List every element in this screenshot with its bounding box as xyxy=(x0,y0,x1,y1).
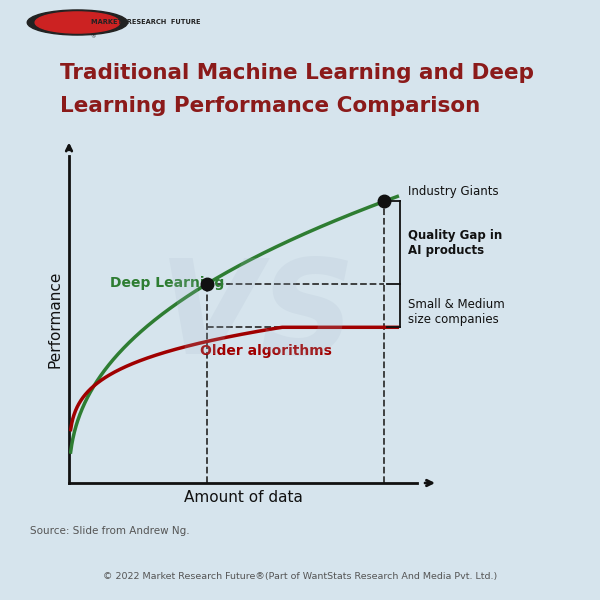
Text: MARKET  RESEARCH  FUTURE: MARKET RESEARCH FUTURE xyxy=(91,19,200,25)
Text: Older algorithms: Older algorithms xyxy=(200,344,332,358)
Circle shape xyxy=(27,10,128,35)
Text: Deep Learning: Deep Learning xyxy=(110,276,224,290)
Text: Traditional Machine Learning and Deep: Traditional Machine Learning and Deep xyxy=(60,63,534,83)
Text: Industry Giants: Industry Giants xyxy=(407,185,498,199)
Text: Quality Gap in
AI products: Quality Gap in AI products xyxy=(407,229,502,257)
X-axis label: Amount of data: Amount of data xyxy=(184,490,302,505)
Text: © 2022 Market Research Future®(Part of WantStats Research And Media Pvt. Ltd.): © 2022 Market Research Future®(Part of W… xyxy=(103,571,497,581)
Circle shape xyxy=(35,12,119,33)
Text: Source: Slide from Andrew Ng.: Source: Slide from Andrew Ng. xyxy=(30,526,190,536)
Text: VS: VS xyxy=(160,254,356,382)
Text: ®: ® xyxy=(91,34,96,39)
Text: Learning Performance Comparison: Learning Performance Comparison xyxy=(60,96,480,116)
Text: Small & Medium
size companies: Small & Medium size companies xyxy=(407,298,505,326)
Y-axis label: Performance: Performance xyxy=(47,271,62,368)
